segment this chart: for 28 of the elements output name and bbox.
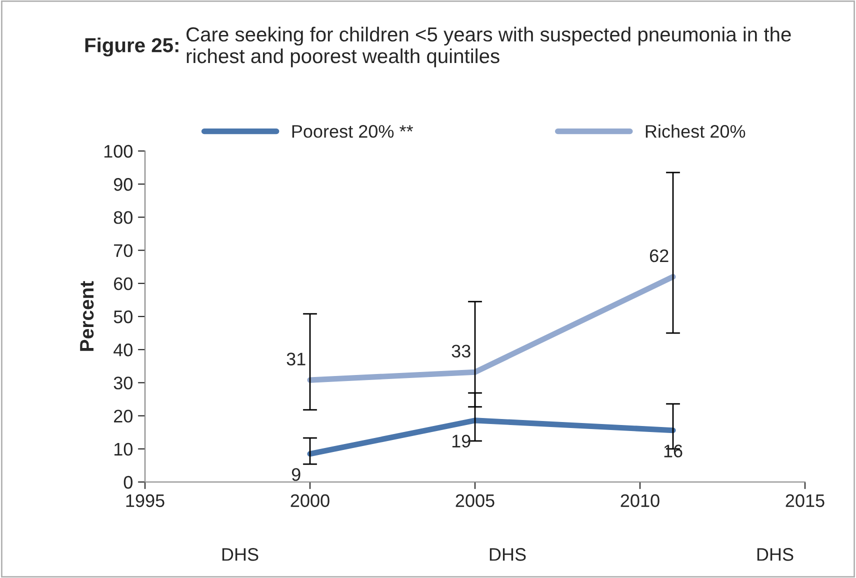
y-tick-label: 30 bbox=[114, 376, 132, 390]
y-tick-label: 50 bbox=[114, 310, 132, 324]
y-tick-label: 60 bbox=[114, 277, 132, 290]
y-axis-title: Percent bbox=[80, 281, 94, 351]
data-label: 19 bbox=[452, 434, 470, 448]
data-label: 33 bbox=[452, 344, 470, 358]
x-tick-label: 2000 bbox=[290, 494, 330, 508]
data-label: 62 bbox=[650, 249, 668, 262]
y-tick-label: 0 bbox=[124, 476, 132, 489]
legend-label: Richest 20% bbox=[646, 124, 746, 138]
text: DHS bbox=[757, 548, 794, 561]
y-tick-label: 20 bbox=[114, 410, 132, 423]
text: DHS bbox=[490, 548, 526, 561]
chart-title: Figure 25: Care seeking for children <5 years with suspected pneumonia in the richest and poorest wealth quintiles bbox=[85, 26, 791, 68]
y-tick-label: 40 bbox=[114, 344, 132, 356]
y-tick-label: 100 bbox=[104, 144, 132, 158]
x-tick-label: 1995 bbox=[126, 494, 164, 508]
text: DHS bbox=[222, 548, 258, 561]
y-tick-label: 10 bbox=[114, 442, 132, 456]
data-label: 9 bbox=[292, 468, 300, 481]
x-tick-label: 2010 bbox=[620, 494, 660, 508]
y-tick-label: 80 bbox=[114, 211, 132, 224]
x-tick-label: 2005 bbox=[456, 494, 494, 508]
y-tick-label: 70 bbox=[114, 244, 132, 258]
y-tick-label: 90 bbox=[114, 178, 132, 191]
data-label: 31 bbox=[286, 352, 306, 366]
legend-label: Poorest 20% ** bbox=[292, 125, 414, 138]
x-tick-label: 2015 bbox=[786, 494, 824, 508]
